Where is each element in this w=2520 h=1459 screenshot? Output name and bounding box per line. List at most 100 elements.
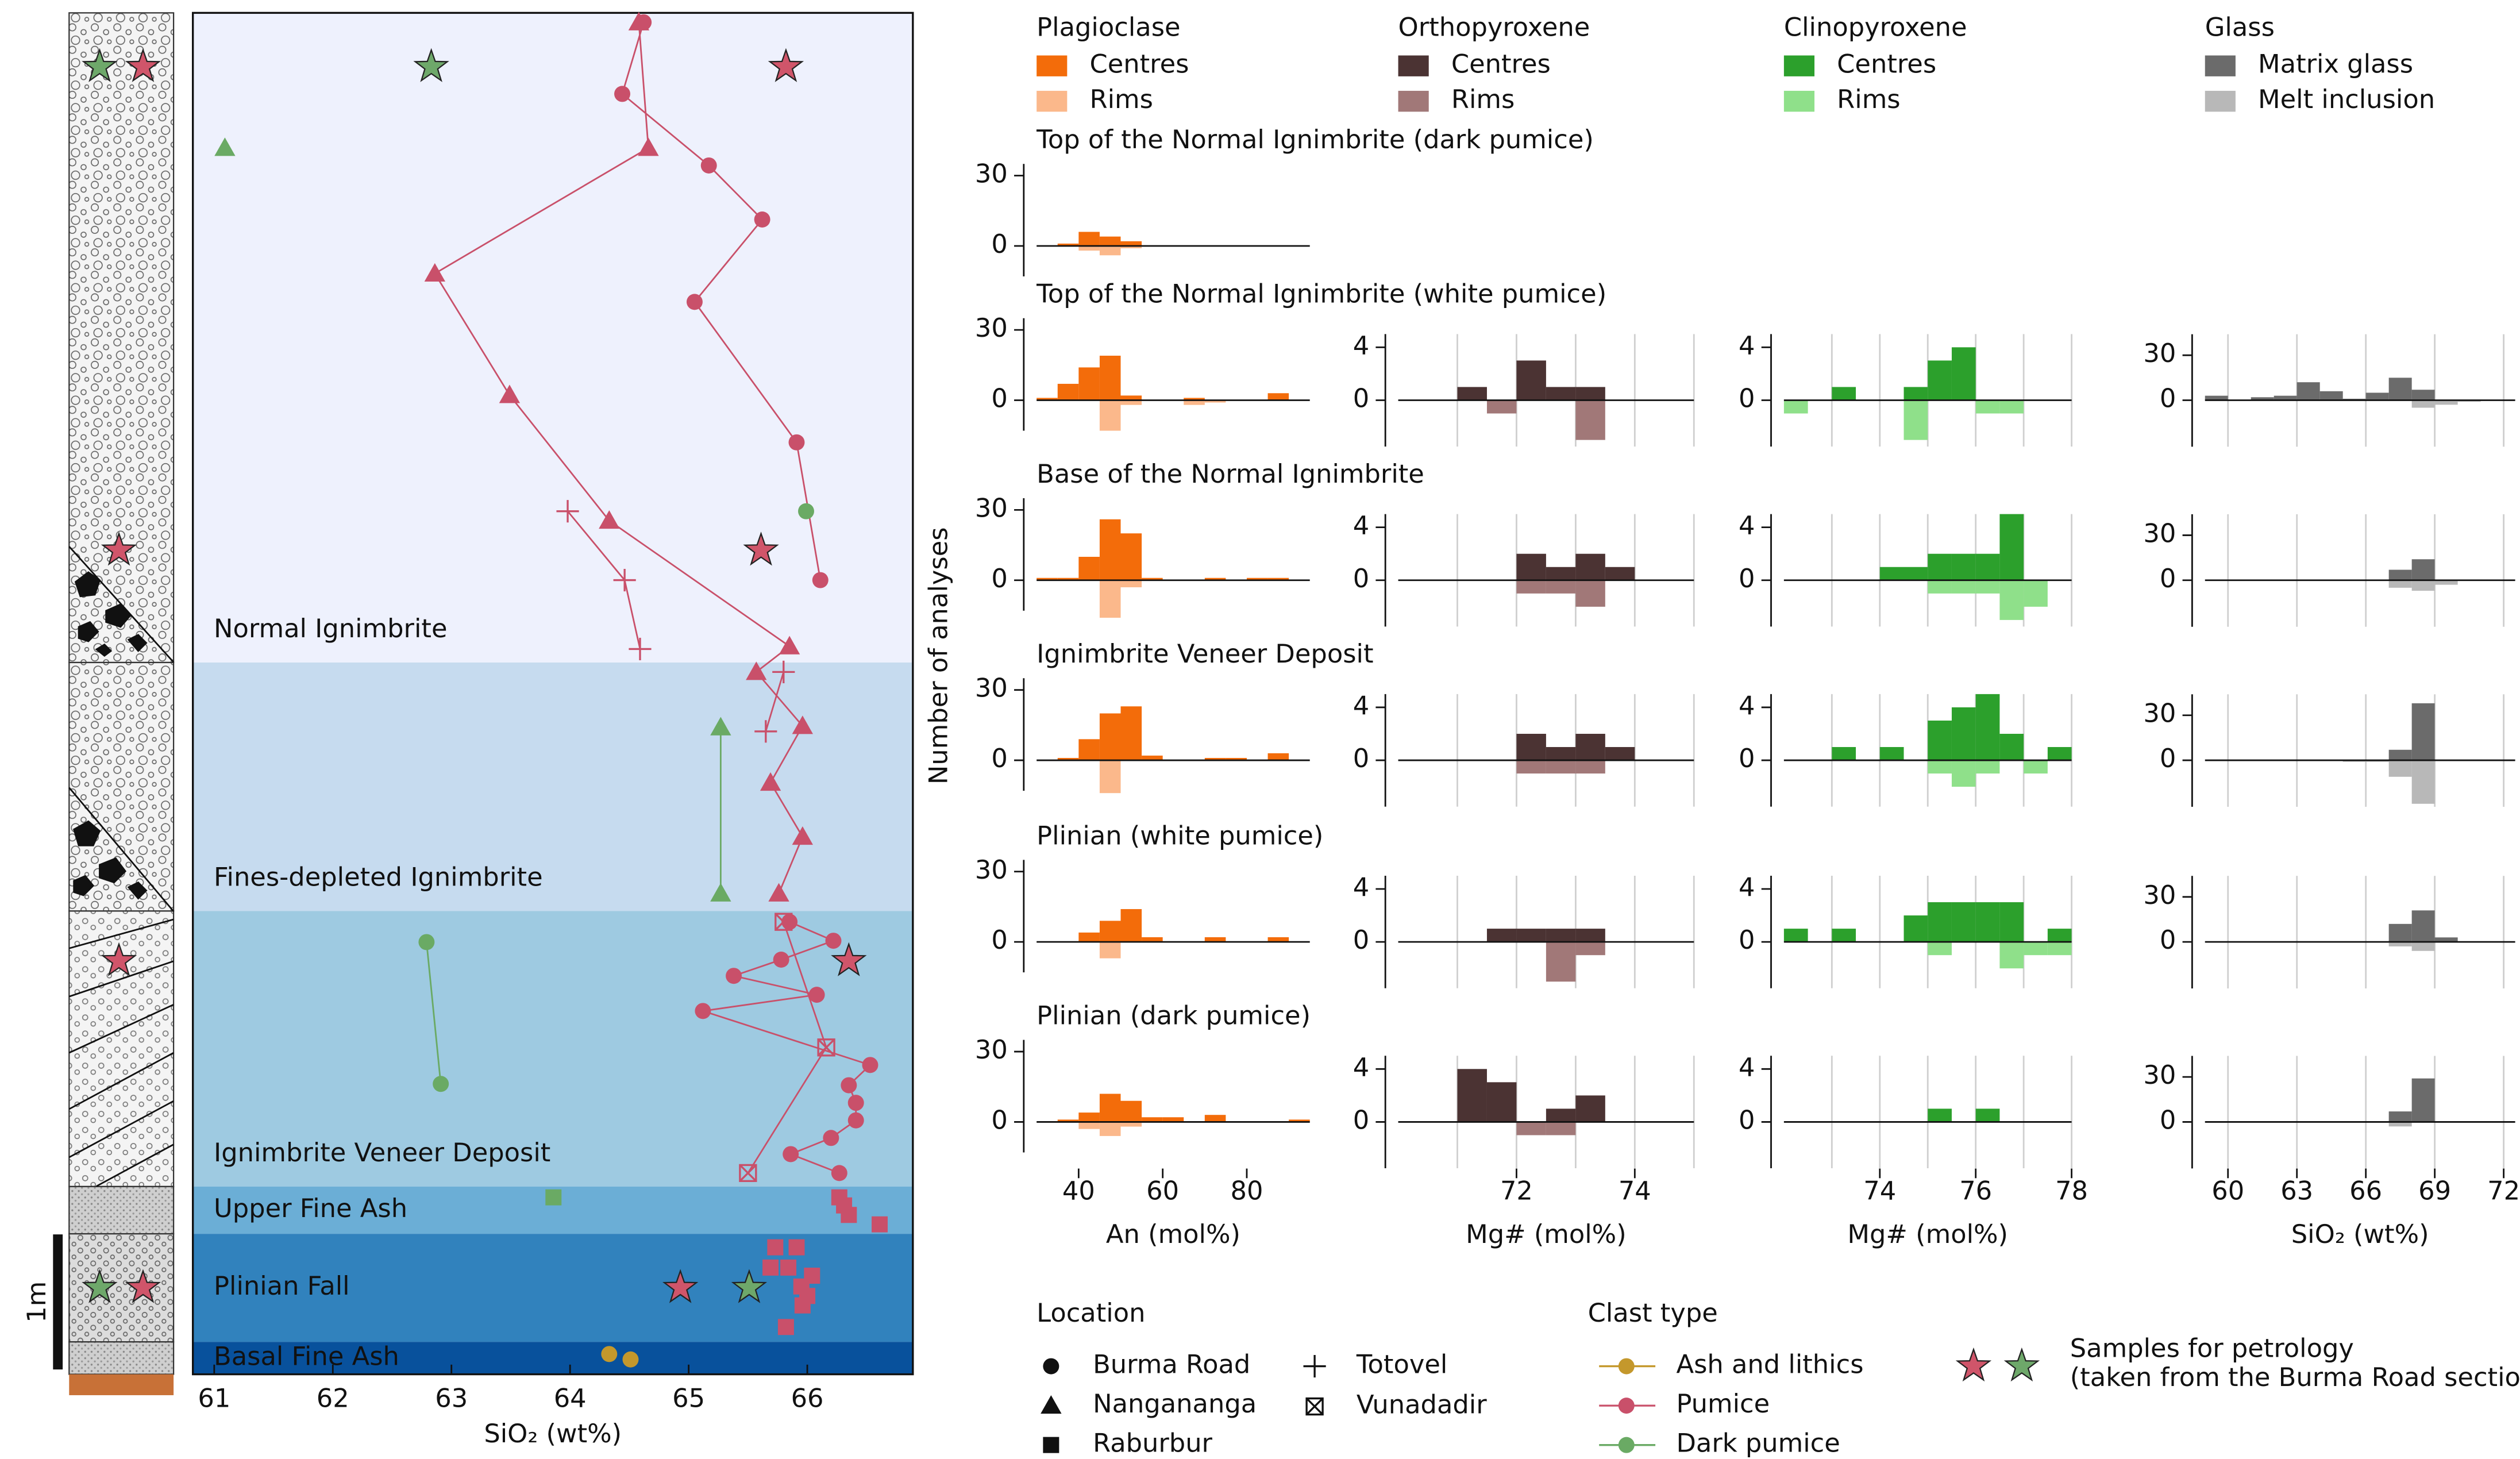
data-point [841,1077,857,1094]
litho-layer [69,1187,174,1234]
hist-bar [1487,1082,1516,1122]
row-title: Top of the Normal Ignimbrite (white pumi… [1036,279,1606,309]
hist-bar [1880,567,1904,580]
hist-bar [1516,929,1546,942]
y-tick-label: 4 [1353,1052,1369,1082]
hist-bar [1546,747,1575,760]
x-tick-label: 74 [1863,1176,1896,1206]
row-title: Plinian (white pumice) [1036,820,1323,850]
legend-marker [1041,1395,1061,1414]
hist-bar [1100,237,1121,246]
legend-label: Rims [1837,84,1900,114]
legend-label: Dark pumice [1676,1428,1840,1458]
hist-bar [1928,760,1952,773]
data-point [831,1165,847,1181]
data-point [762,1260,779,1276]
y-tick-label: 0 [991,925,1007,955]
y-tick-label: 30 [975,492,1008,523]
unit-label: Ignimbrite Veneer Deposit [214,1137,550,1168]
hist-bar [1078,933,1100,942]
data-point [687,294,703,310]
y-tick-label: 4 [1353,872,1369,902]
hist-bar [2320,391,2343,401]
legend-marker [1619,1437,1635,1453]
x-axis-label: SiO₂ (wt%) [2291,1219,2429,1249]
x-tick-label: 62 [317,1383,349,1413]
hist-bar [1100,921,1121,942]
y-tick-label: 30 [975,854,1008,885]
data-point [701,157,717,174]
scale-bar-label: 1m [21,1281,52,1323]
x-tick-label: 60 [2211,1176,2244,1206]
data-point [433,1076,449,1092]
data-point [754,211,770,228]
legend-marker [1043,1437,1059,1453]
hist-bar [1100,1094,1121,1122]
legend-swatch [2205,56,2236,76]
hist-bar [1952,707,1976,760]
hist-bar [1880,747,1904,760]
hist-bar [2389,924,2412,942]
data-point [795,1298,811,1314]
legend-label: Centres [1837,49,1936,79]
hist-bar [1516,734,1546,760]
legend-swatch [1398,91,1429,111]
x-axis-label: Mg# (mol%) [1847,1219,2008,1249]
data-point [789,1239,805,1256]
y-tick-label: 0 [1739,743,1755,773]
hist-bar [1546,942,1575,981]
legend-swatch [1784,56,1814,76]
hist-bar [1928,580,1952,594]
hist-bar [2412,390,2435,400]
unit-label: Normal Ignimbrite [214,613,447,644]
hist-bar [1100,356,1121,401]
data-point [809,987,825,1003]
y-tick-label: 30 [975,1034,1008,1065]
hist-bar [1078,1112,1100,1122]
legend-marker [1619,1358,1635,1375]
data-point [841,1207,857,1223]
unit-label: Upper Fine Ash [214,1193,407,1223]
hist-bar [2412,942,2435,951]
y-tick-label: 4 [1739,1052,1755,1082]
y-tick-label: 30 [975,313,1008,343]
y-tick-label: 0 [1353,383,1369,413]
hist-bar [1268,753,1289,760]
y-tick-label: 0 [991,563,1007,594]
legend-label: Centres [1089,49,1189,79]
y-tick-label: 4 [1353,330,1369,360]
row-title: Ignimbrite Veneer Deposit [1036,638,1373,669]
hist-bar [1121,706,1142,760]
litho-layer [69,13,174,663]
y-tick-label: 0 [1739,1104,1755,1135]
hist-bar [1928,360,1952,400]
legend-label: Nangananga [1093,1388,1257,1419]
legend-label: Pumice [1676,1388,1770,1419]
data-point [826,933,842,949]
hist-bar [2366,392,2389,400]
data-point [848,1095,864,1111]
hist-bar [2412,400,2435,407]
x-tick-label: 78 [2055,1176,2088,1206]
hist-bar [1575,387,1605,400]
column-title: Clinopyroxene [1784,11,1967,42]
hist-bar [2024,942,2048,955]
hist-bar [2412,910,2435,942]
hist-bar [1999,514,2024,580]
legend-swatch [1036,91,1067,111]
y-tick-label: 30 [975,159,1008,189]
data-point [872,1217,888,1233]
y-tick-label: 0 [1353,1104,1369,1135]
hist-bar [1976,902,2000,942]
hist-bar [1078,557,1100,580]
y-tick-label: 30 [2143,518,2176,548]
hist-bar [2024,580,2048,607]
hist-bar [2048,942,2072,955]
hist-bar [1999,734,2024,760]
y-tick-label: 0 [991,383,1007,413]
data-point [783,1146,799,1162]
legend-label: Vunadadir [1357,1389,1487,1420]
y-tick-label: 0 [991,229,1007,259]
legend-label: Raburbur [1093,1428,1212,1458]
hist-bar [1999,942,2024,968]
